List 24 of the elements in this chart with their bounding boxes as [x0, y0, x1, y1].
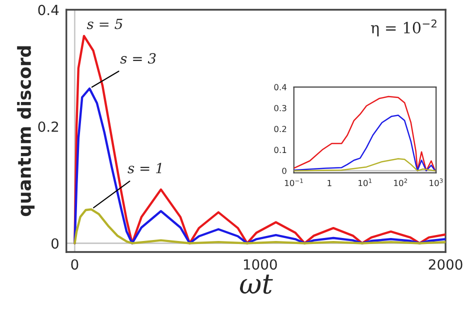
- y-tick-label: 0: [282, 168, 286, 174]
- x-tick-label: 10$^{3}$: [430, 178, 443, 186]
- annotation: s = 3: [120, 53, 156, 64]
- y-tick-label: 0: [51, 238, 58, 249]
- x-tick-label: 10$^{1}$: [358, 178, 372, 186]
- x-axis-title: ωt: [240, 274, 273, 294]
- x-tick-label: 2000: [428, 259, 462, 270]
- line-series: [74, 208, 446, 244]
- x-tick-label: 10$^{2}$: [394, 178, 408, 186]
- x-tick-label: 10$^{−1}$: [285, 178, 303, 186]
- line-series: [74, 34, 446, 244]
- y-tick-label: 0.3: [274, 104, 286, 112]
- y-tick-label: 0.4: [274, 84, 286, 90]
- y-tick-label: 0.1: [274, 146, 286, 154]
- y-axis-title: quantum discord: [17, 46, 35, 216]
- annotation: s = 5: [86, 18, 122, 30]
- y-tick-label: 0.2: [274, 126, 286, 132]
- y-tick-label: 0.2: [38, 121, 58, 132]
- annotation: s = 1: [128, 162, 162, 174]
- x-tick-label: 0: [71, 259, 78, 270]
- x-tick-label: 1000: [244, 259, 277, 270]
- y-tick-label: 0.4: [38, 4, 59, 16]
- x-tick-label: 1: [328, 180, 332, 186]
- annotation: η = 10$^{−2}$: [371, 19, 436, 36]
